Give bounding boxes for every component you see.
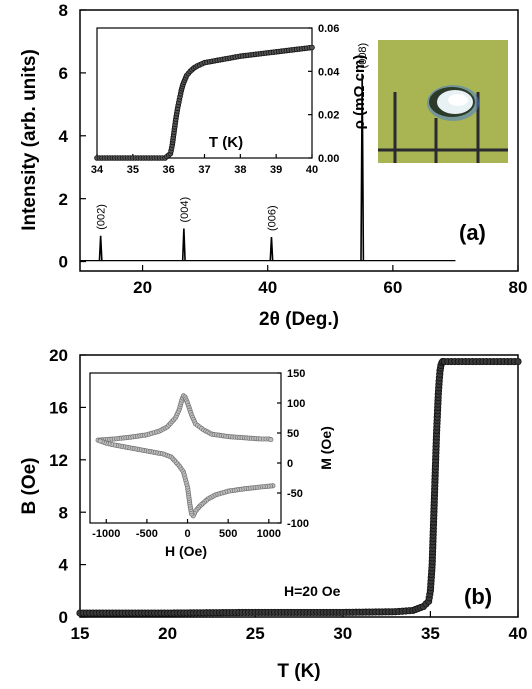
inset-a-points bbox=[94, 44, 315, 161]
inset-a: 34 35 36 37 38 39 40 0.00 0.02 0.04 0.06 T (K) ρ … bbox=[91, 23, 368, 176]
inset-a-x-tick-label: 40 bbox=[306, 164, 318, 176]
panel-b-x-tick-label: 30 bbox=[333, 624, 352, 643]
hysteresis-point bbox=[97, 438, 103, 444]
inset-a-x-tick-label: 35 bbox=[127, 164, 139, 176]
panel-b-y-tick-label: 20 bbox=[49, 346, 68, 365]
inset-a-x-tick-label: 34 bbox=[91, 164, 104, 176]
resistivity-point bbox=[309, 44, 315, 51]
panel-b-label: (b) bbox=[464, 584, 492, 609]
peak-label: (002) bbox=[96, 204, 108, 230]
crystal-highlight bbox=[448, 94, 468, 106]
panel-b-y-ticks: 0 4 8 12 16 20 bbox=[49, 346, 86, 627]
panel-a-x-tick-label: 60 bbox=[383, 278, 402, 297]
panel-b-x-tick-label: 20 bbox=[158, 624, 177, 643]
panel-b-y-axis-label: B (Oe) bbox=[19, 458, 40, 515]
inset-a-y-tick-label: 0.00 bbox=[318, 153, 339, 165]
panel-a-y-tick-label: 4 bbox=[59, 127, 69, 146]
inset-a-y-tick-label: 0.04 bbox=[318, 66, 340, 78]
inset-a-x-tick-label: 38 bbox=[234, 164, 246, 176]
panel-a-frame bbox=[79, 9, 519, 272]
panel-a-y-axis-label: Intensity (arb. units) bbox=[19, 49, 40, 231]
panel-b-x-tick-label: 25 bbox=[246, 624, 265, 643]
inset-b-y-tick-label: -50 bbox=[287, 488, 303, 500]
panel-b-x-tick-label: 35 bbox=[421, 624, 440, 643]
panel-a-x-tick-label: 80 bbox=[509, 278, 528, 297]
inset-a-y-tick-label: 0.06 bbox=[318, 23, 339, 35]
diffraction-peak bbox=[269, 236, 274, 261]
panel-b-x-tick-label: 40 bbox=[509, 624, 528, 643]
magnetization-point bbox=[514, 357, 522, 366]
diffraction-peak bbox=[181, 228, 186, 261]
inset-a-x-tick-label: 39 bbox=[270, 164, 282, 176]
peak-label: (004) bbox=[179, 197, 191, 223]
inset-a-y-tick-label: 0.02 bbox=[318, 110, 339, 122]
panel-a: 20 40 60 80 0 2 4 6 8 (002) (004) (006) (008) 2θ (… bbox=[19, 1, 527, 330]
panel-a-y-tick-label: 2 bbox=[59, 190, 68, 209]
inset-b-x-tick-label: 500 bbox=[219, 528, 237, 540]
panel-a-trace bbox=[80, 74, 456, 262]
panel-b-x-axis-label: T (K) bbox=[277, 661, 320, 682]
diffraction-peak bbox=[98, 235, 103, 261]
panel-b-y-tick-label: 16 bbox=[49, 399, 68, 418]
hysteresis-point bbox=[268, 437, 274, 443]
inset-b-x-tick-label: -500 bbox=[136, 528, 158, 540]
panel-b-y-tick-label: 8 bbox=[59, 503, 68, 522]
inset-b-y-tick-label: 150 bbox=[287, 368, 305, 380]
panel-b-points bbox=[76, 357, 522, 617]
inset-b-y-tick-label: 0 bbox=[287, 458, 293, 470]
inset-b-y-ticks: -100 -50 0 50 100 150 bbox=[277, 368, 309, 530]
panel-a-peak-labels: (002) (004) (006) (008) bbox=[96, 43, 370, 231]
inset-a-y-ticks: 0.00 0.02 0.04 0.06 bbox=[308, 23, 340, 165]
panel-b-y-tick-label: 12 bbox=[49, 451, 68, 470]
panel-b: 15 20 25 30 35 40 0 4 8 12 16 20 T (K) B (Oe) H=20… bbox=[19, 346, 527, 682]
inset-b-x-tick-label: -1000 bbox=[92, 528, 120, 540]
diffraction-peak bbox=[360, 74, 365, 261]
inset-a-frame bbox=[96, 27, 313, 159]
peak-label: (008) bbox=[357, 43, 369, 69]
inset-b-x-ticks: -1000 -500 0 500 1000 bbox=[92, 519, 281, 540]
panel-a-y-ticks: 0 2 4 6 8 bbox=[59, 1, 86, 272]
panel-b-frame bbox=[79, 354, 519, 618]
panel-b-x-tick-label: 15 bbox=[71, 624, 90, 643]
panel-a-y-tick-label: 6 bbox=[59, 64, 68, 83]
panel-a-x-ticks: 20 40 60 80 bbox=[133, 265, 527, 297]
inset-b-y-tick-label: 100 bbox=[287, 398, 305, 410]
panel-b-y-tick-label: 4 bbox=[59, 556, 69, 575]
inset-a-x-ticks: 34 35 36 37 38 39 40 bbox=[91, 154, 318, 176]
sample-photo bbox=[378, 40, 508, 163]
inset-a-x-tick-label: 36 bbox=[163, 164, 175, 176]
panel-a-y-tick-label: 0 bbox=[59, 253, 68, 272]
panel-a-x-axis-label: 2θ (Deg.) bbox=[259, 309, 339, 330]
panel-a-y-tick-label: 8 bbox=[59, 1, 68, 20]
peak-label: (006) bbox=[266, 205, 278, 231]
inset-b-y-axis-label: M (Oe) bbox=[318, 426, 334, 470]
panel-b-annotation: H=20 Oe bbox=[284, 583, 341, 599]
inset-b-x-tick-label: 1000 bbox=[257, 528, 281, 540]
panel-a-x-tick-label: 20 bbox=[133, 278, 152, 297]
panel-a-x-tick-label: 40 bbox=[258, 278, 277, 297]
inset-a-x-axis-label: T (K) bbox=[209, 134, 243, 151]
inset-a-x-tick-label: 37 bbox=[198, 164, 210, 176]
inset-b-y-tick-label: -100 bbox=[287, 518, 309, 530]
panel-b-y-tick-label: 0 bbox=[59, 608, 68, 627]
panel-b-x-ticks: 15 20 25 30 35 40 bbox=[71, 611, 528, 643]
inset-b-y-tick-label: 50 bbox=[287, 428, 299, 440]
inset-a-y-axis-label: ρ (mΩ cm) bbox=[351, 55, 368, 130]
inset-b-points bbox=[95, 393, 276, 519]
panel-a-label: (a) bbox=[459, 220, 486, 245]
inset-b-x-axis-label: H (Oe) bbox=[165, 543, 207, 559]
inset-b-x-tick-label: 0 bbox=[184, 528, 190, 540]
